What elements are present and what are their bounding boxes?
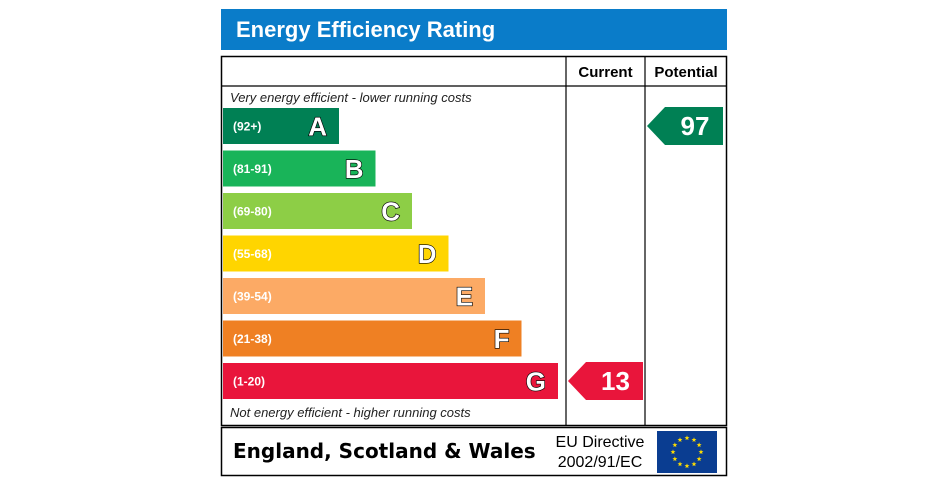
band-range-c: (69-80) — [233, 205, 272, 219]
current-column-header: Current — [578, 64, 632, 81]
band-range-d: (55-68) — [233, 247, 272, 261]
band-b: (81-91) B — [223, 150, 376, 187]
score-arrow-potential — [647, 107, 723, 145]
band-range-b: (81-91) — [233, 162, 272, 176]
score-arrow-current — [568, 362, 643, 400]
band-bar-d — [223, 235, 449, 272]
eu-directive-line2: 2002/91/EC — [558, 454, 643, 471]
rating-bands: (92+) A (81-91) B (69-80) C (55-68) D (39-54) E (2… — [223, 108, 558, 399]
band-letter-f: F — [494, 324, 510, 354]
band-bar-g — [223, 363, 558, 399]
eu-star — [672, 456, 678, 462]
score-potential: 97 — [647, 107, 723, 145]
band-bar-f — [223, 320, 522, 357]
eu-star — [684, 463, 690, 469]
band-e: (39-54) E — [223, 278, 485, 314]
band-d: (55-68) D — [223, 235, 449, 272]
band-bar-e — [223, 278, 485, 314]
score-arrows: 13 97 — [568, 107, 723, 400]
band-g: (1-20) G — [223, 363, 558, 399]
band-range-f: (21-38) — [233, 332, 272, 346]
eu-star — [691, 461, 697, 467]
band-range-e: (39-54) — [233, 290, 272, 304]
eu-star — [698, 449, 704, 455]
band-letter-d: D — [418, 239, 437, 269]
band-a: (92+) A — [223, 108, 339, 144]
score-value-potential: 97 — [681, 111, 710, 141]
eu-star — [670, 449, 676, 455]
footer-region: England, Scotland & Wales — [233, 439, 536, 463]
potential-column-header: Potential — [654, 64, 717, 81]
band-letter-a: A — [308, 112, 327, 142]
band-bar-a — [223, 108, 339, 144]
eu-star — [696, 456, 702, 462]
band-c: (69-80) C — [223, 193, 412, 229]
band-letter-b: B — [345, 154, 364, 184]
bottom-note: Not energy efficient - higher running co… — [230, 405, 471, 420]
eu-star — [684, 435, 690, 441]
band-f: (21-38) F — [223, 320, 522, 357]
eu-star — [677, 437, 683, 442]
score-current: 13 — [568, 362, 643, 400]
top-note: Very energy efficient - lower running co… — [230, 90, 472, 105]
band-range-a: (92+) — [233, 120, 261, 134]
band-bar-c — [223, 193, 412, 229]
eu-star — [691, 437, 697, 442]
score-value-current: 13 — [601, 366, 630, 396]
band-range-g: (1-20) — [233, 375, 265, 389]
chart-title: Energy Efficiency Rating — [236, 17, 495, 42]
band-letter-g: G — [526, 367, 546, 397]
eu-star — [677, 461, 683, 467]
footer-frame — [220, 426, 728, 477]
eu-star — [672, 442, 678, 448]
eu-star — [696, 442, 702, 448]
eu-directive-line1: EU Directive — [556, 434, 645, 451]
band-letter-e: E — [456, 282, 473, 312]
title-bar — [221, 9, 727, 50]
band-bar-b — [223, 150, 376, 187]
eu-flag-icon — [657, 431, 717, 473]
band-letter-c: C — [381, 197, 400, 227]
